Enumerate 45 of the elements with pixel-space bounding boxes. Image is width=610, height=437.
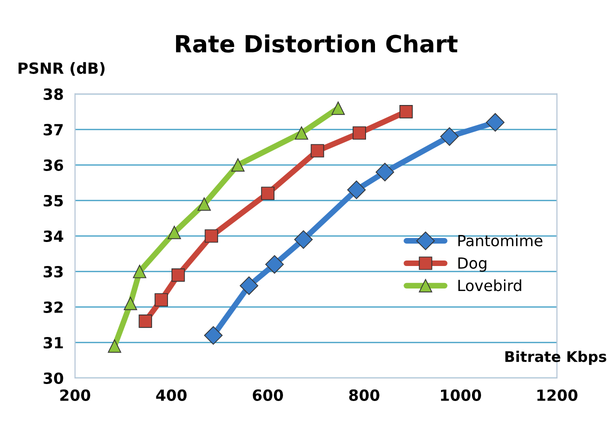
legend-label: Lovebird <box>458 279 522 292</box>
point <box>376 162 394 182</box>
point <box>204 229 218 243</box>
legend-label: Pantomime <box>458 234 542 246</box>
point <box>124 296 138 310</box>
point <box>231 158 245 172</box>
y-tick-label: 33 <box>44 266 63 278</box>
y-tick-label: 32 <box>44 301 63 314</box>
point <box>138 314 152 328</box>
chart-title: Rate Distortion Chart <box>176 34 458 53</box>
point <box>204 326 223 345</box>
x-axis-title: Bitrate Kbps <box>505 350 606 365</box>
x-tick-label: 600 <box>252 389 284 401</box>
point <box>154 293 168 307</box>
y-tick-label: 35 <box>44 194 63 206</box>
point <box>171 268 185 282</box>
point <box>265 255 284 274</box>
point <box>352 126 366 140</box>
y-tick-label: 37 <box>44 124 63 136</box>
point <box>108 339 122 353</box>
point <box>331 101 345 115</box>
point <box>261 186 274 200</box>
point <box>294 126 308 140</box>
x-tick-label: 200 <box>60 389 90 401</box>
x-tick-label: 1000 <box>441 389 482 401</box>
y-axis-title: PSNR (dB) <box>18 62 105 76</box>
y-tick-label: 34 <box>44 230 64 242</box>
y-tick-label: 30 <box>44 372 64 384</box>
point <box>486 113 505 132</box>
y-tick-label: 36 <box>44 159 64 171</box>
x-tick-label: 400 <box>156 389 187 401</box>
point <box>440 127 459 146</box>
legend-label: Dog <box>458 257 486 272</box>
x-tick-label: 1200 <box>537 389 578 401</box>
point <box>132 264 146 278</box>
point <box>240 276 258 295</box>
point <box>310 144 324 158</box>
y-tick-label: 31 <box>44 336 63 349</box>
x-tick-label: 800 <box>349 389 380 401</box>
point <box>198 197 211 211</box>
point <box>168 226 181 240</box>
y-tick-label: 38 <box>44 88 63 100</box>
point <box>399 105 413 118</box>
point <box>294 230 313 249</box>
point <box>347 180 366 200</box>
